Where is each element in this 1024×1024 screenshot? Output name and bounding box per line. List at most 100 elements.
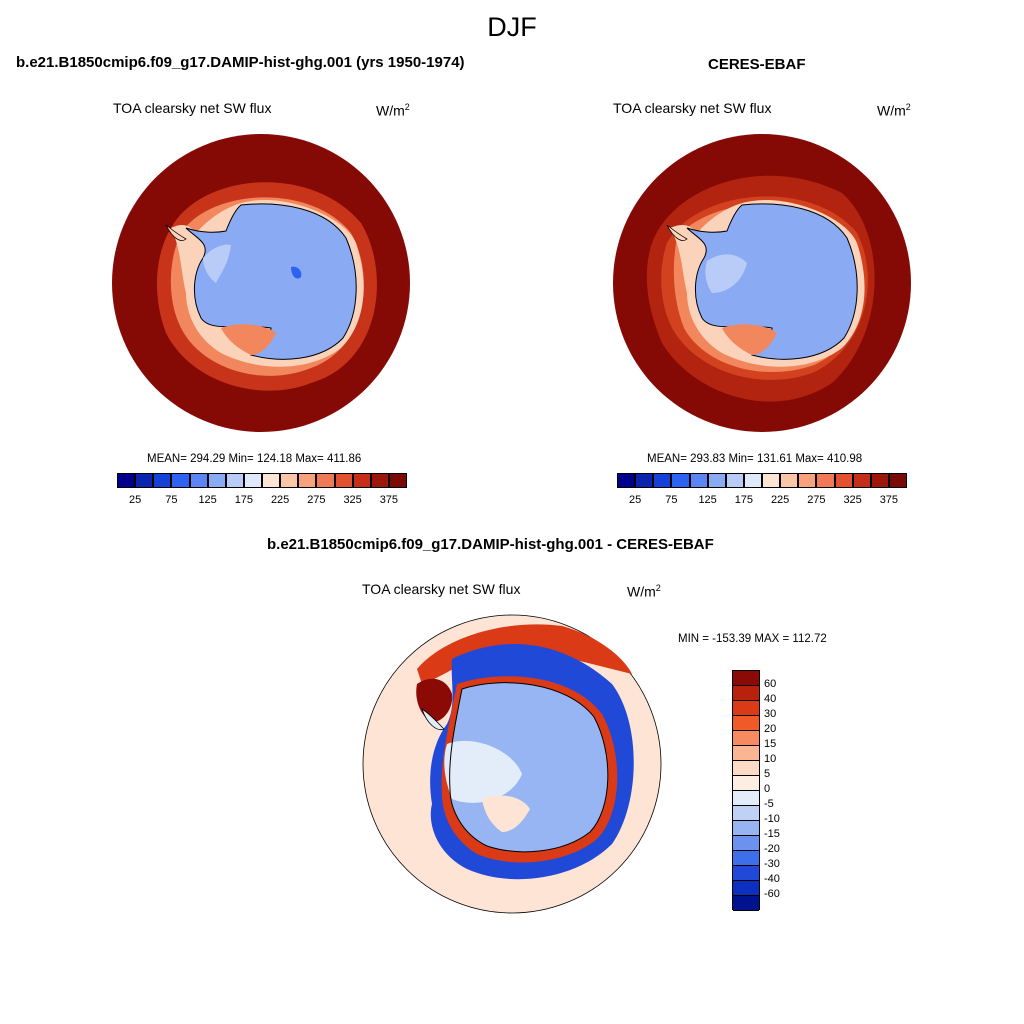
map-ice-sheet [185, 203, 357, 360]
diff-coastline [449, 682, 609, 853]
colorbar-swatch [653, 473, 672, 488]
colorbar-tick-label: 325 [343, 494, 362, 506]
colorbar-swatch [733, 701, 759, 716]
panel2-colorbar [617, 473, 907, 488]
colorbar-tick-label: 125 [698, 494, 717, 506]
colorbar-tick-label: 5 [764, 768, 771, 780]
colorbar-tick-label: 375 [879, 494, 899, 506]
colorbar-swatch [707, 473, 726, 488]
colorbar-swatch [733, 866, 759, 881]
colorbar-swatch [816, 473, 835, 488]
colorbar-swatch [171, 473, 190, 488]
colorbar-tick-label: 275 [307, 494, 326, 506]
diff-pos-north [417, 624, 632, 684]
colorbar-tick-label: -60 [764, 888, 780, 900]
colorbar-swatch [671, 473, 690, 488]
colorbar-tick-label: 375 [379, 494, 399, 506]
colorbar-swatch [370, 473, 389, 488]
panel1-map [112, 134, 410, 432]
colorbar-tick-label: 0 [764, 783, 771, 795]
colorbar-swatch [733, 806, 759, 821]
colorbar-tick-label: 275 [807, 494, 826, 506]
colorbar-swatch [733, 731, 759, 746]
colorbar-tick-label: -20 [764, 843, 780, 855]
colorbar-tick-label: 40 [764, 693, 777, 705]
panel1-colorbar-labels: 25 75 125 175 225 275 325 375 [117, 494, 407, 508]
colorbar-tick-label: -10 [764, 813, 780, 825]
colorbar-swatch [762, 473, 781, 488]
diff-ice-light [444, 740, 522, 803]
panel1-units: W/m2 [376, 102, 410, 119]
map-ross-embayment [221, 324, 276, 355]
colorbar-swatch [298, 473, 317, 488]
colorbar-tick-label: 175 [734, 494, 754, 506]
panel2-variable: TOA clearsky net SW flux [613, 100, 772, 116]
colorbar-tick-label: -30 [764, 858, 780, 870]
panel1-colorbar [117, 473, 407, 488]
map-ross-embayment [722, 324, 777, 355]
colorbar-swatch [852, 473, 871, 488]
colorbar-swatch [733, 761, 759, 776]
colorbar-swatch [207, 473, 226, 488]
colorbar-swatch [280, 473, 299, 488]
colorbar-swatch [733, 851, 759, 866]
colorbar-swatch [635, 473, 654, 488]
panel3-stats: MIN = -153.39 MAX = 112.72 [678, 633, 827, 645]
map-peninsula [165, 224, 187, 241]
colorbar-swatch [617, 473, 636, 488]
map-peninsula [666, 224, 688, 241]
colorbar-swatch [743, 473, 762, 488]
colorbar-swatch [388, 473, 407, 488]
colorbar-swatch [733, 746, 759, 761]
colorbar-tick-label: 125 [198, 494, 217, 506]
colorbar-tick-label: 15 [764, 738, 777, 750]
main-title: DJF [487, 12, 537, 42]
colorbar-swatch [689, 473, 708, 488]
colorbar-tick-label: 25 [129, 494, 142, 506]
colorbar-tick-label: 10 [764, 753, 777, 765]
panel1-title: b.e21.B1850cmip6.f09_g17.DAMIP-hist-ghg.… [16, 54, 465, 71]
colorbar-tick-label: 225 [770, 494, 790, 506]
diff-peninsula [421, 708, 445, 731]
panel2-map [613, 134, 911, 432]
colorbar-tick-label: 30 [764, 708, 777, 720]
colorbar-swatch [733, 716, 759, 731]
colorbar-swatch [725, 473, 744, 488]
map-ice-light [203, 244, 231, 283]
colorbar-tick-label: -5 [764, 798, 774, 810]
map-ice-light [705, 254, 747, 293]
colorbar-tick-label: 175 [234, 494, 254, 506]
colorbar-tick-label: 325 [843, 494, 862, 506]
colorbar-swatch [243, 473, 262, 488]
colorbar-tick-label: 20 [764, 723, 777, 735]
colorbar-swatch [225, 473, 244, 488]
colorbar-swatch [834, 473, 853, 488]
panel3-units: W/m2 [627, 583, 661, 600]
colorbar-swatch [189, 473, 208, 488]
panel2-stats: MEAN= 293.83 Min= 131.61 Max= 410.98 [647, 453, 863, 465]
diff-ross [482, 795, 530, 832]
panel3-colorbar-labels: 60 40 30 20 15 10 5 0 -5 -10 -15 -20 -30 -40 -60 [764, 670, 824, 910]
panel2-title: CERES-EBAF [708, 56, 806, 73]
colorbar-swatch [733, 881, 759, 896]
map-ice-dark-spot [291, 266, 302, 279]
map-ice-sheet [686, 203, 858, 360]
colorbar-swatch [733, 776, 759, 791]
colorbar-tick-label: 60 [764, 678, 777, 690]
colorbar-swatch [334, 473, 353, 488]
colorbar-swatch [117, 473, 136, 488]
panel1-stats: MEAN= 294.29 Min= 124.18 Max= 411.86 [147, 453, 362, 465]
colorbar-swatch [733, 791, 759, 806]
colorbar-swatch [262, 473, 281, 488]
panel1-variable: TOA clearsky net SW flux [113, 100, 272, 116]
colorbar-tick-label: -15 [764, 828, 780, 840]
panel2-colorbar-labels: 25 75 125 175 225 275 325 375 [617, 494, 907, 508]
colorbar-swatch [733, 836, 759, 851]
colorbar-tick-label: -40 [764, 873, 780, 885]
colorbar-swatch [733, 686, 759, 701]
colorbar-tick-label: 75 [165, 494, 178, 506]
colorbar-swatch [870, 473, 889, 488]
colorbar-swatch [733, 671, 759, 686]
panel3-title: b.e21.B1850cmip6.f09_g17.DAMIP-hist-ghg.… [267, 536, 714, 553]
colorbar-swatch [153, 473, 172, 488]
